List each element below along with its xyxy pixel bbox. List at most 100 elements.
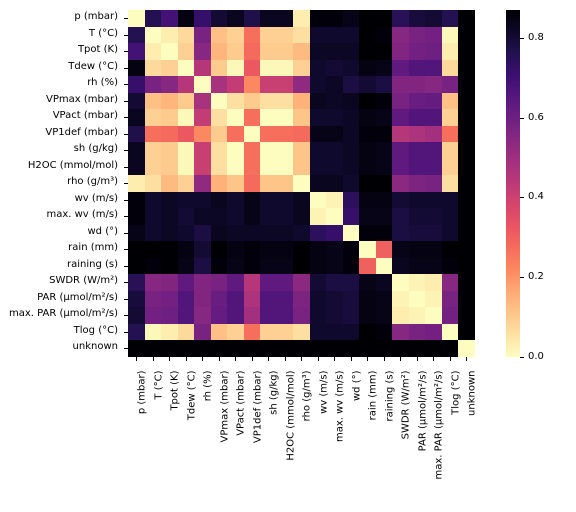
heatmap-cell [161, 241, 178, 258]
heatmap-cell [376, 225, 393, 242]
y-axis-label: rho (g/m³) [67, 176, 122, 187]
heatmap-cell [343, 60, 360, 77]
heatmap-cell [194, 60, 211, 77]
heatmap-cell [227, 208, 244, 225]
heatmap-cell [458, 27, 475, 44]
heatmap-cell [211, 291, 228, 308]
heatmap-cell [442, 274, 459, 291]
heatmap-cell [161, 60, 178, 77]
heatmap-cell [343, 10, 360, 27]
x-axis-label: unknown [467, 370, 478, 490]
heatmap-cell [260, 10, 277, 27]
heatmap-cell [326, 225, 343, 242]
heatmap-cell [227, 175, 244, 192]
heatmap-cell [277, 274, 294, 291]
heatmap-cell [343, 109, 360, 126]
heatmap-cell [211, 93, 228, 110]
heatmap-cell [161, 225, 178, 242]
heatmap-cell [194, 159, 211, 176]
heatmap-cell [244, 208, 261, 225]
heatmap-cell [458, 10, 475, 27]
x-axis-label: Tpot (K) [170, 370, 181, 490]
heatmap-cell [425, 10, 442, 27]
heatmap-cell [326, 109, 343, 126]
heatmap-cell [310, 208, 327, 225]
heatmap-cell [409, 27, 426, 44]
heatmap-cell [260, 159, 277, 176]
heatmap-cell [442, 225, 459, 242]
heatmap-cell [211, 192, 228, 209]
x-axis-label: max. PAR (µmol/m²/s) [434, 370, 445, 490]
heatmap-cell [293, 307, 310, 324]
heatmap-cell [145, 76, 162, 93]
heatmap-cell [425, 208, 442, 225]
heatmap-cell [293, 324, 310, 341]
heatmap-cell [145, 241, 162, 258]
heatmap-cell [277, 175, 294, 192]
heatmap-cell [376, 109, 393, 126]
heatmap-cell [128, 241, 145, 258]
heatmap-cell [194, 109, 211, 126]
heatmap-cell [277, 10, 294, 27]
heatmap-cell [260, 340, 277, 357]
heatmap-cell [293, 258, 310, 275]
heatmap-cell [343, 192, 360, 209]
heatmap-cell [392, 76, 409, 93]
heatmap-cell [178, 208, 195, 225]
x-axis-label: rh (%) [203, 370, 214, 490]
heatmap-cell [145, 324, 162, 341]
heatmap-cell [194, 76, 211, 93]
heatmap-cell [458, 109, 475, 126]
heatmap-cell [409, 43, 426, 60]
heatmap-cell [392, 274, 409, 291]
heatmap-cell [161, 109, 178, 126]
x-axis-label: Tlog (°C) [450, 370, 461, 490]
heatmap-cell [128, 192, 145, 209]
heatmap-cell [359, 340, 376, 357]
heatmap-cell [244, 10, 261, 27]
heatmap-cell [277, 27, 294, 44]
heatmap-cell [293, 291, 310, 308]
heatmap-cell [425, 274, 442, 291]
heatmap-cell [178, 159, 195, 176]
heatmap-cell [260, 291, 277, 308]
heatmap-cell [128, 208, 145, 225]
heatmap-cell [277, 192, 294, 209]
heatmap-cell [326, 175, 343, 192]
heatmap-cell [442, 241, 459, 258]
heatmap-cell [227, 27, 244, 44]
heatmap-cell [244, 109, 261, 126]
heatmap-cell [458, 307, 475, 324]
heatmap-cell [458, 208, 475, 225]
heatmap-cell [359, 27, 376, 44]
heatmap-cell [161, 10, 178, 27]
y-axis-label: max. PAR (µmol/m²/s) [9, 308, 122, 319]
heatmap-cell [343, 258, 360, 275]
heatmap-cell [227, 291, 244, 308]
heatmap-cell [359, 142, 376, 159]
heatmap-cell [343, 307, 360, 324]
heatmap-cell [178, 307, 195, 324]
heatmap-cell [392, 340, 409, 357]
heatmap-cell [310, 43, 327, 60]
x-axis-label: max. wv (m/s) [335, 370, 346, 490]
heatmap-cell [211, 225, 228, 242]
heatmap-cell [145, 126, 162, 143]
heatmap-cell [293, 126, 310, 143]
heatmap-cell [227, 43, 244, 60]
y-axis-label: T (°C) [89, 28, 122, 39]
heatmap-cell [326, 241, 343, 258]
heatmap-cell [376, 142, 393, 159]
heatmap-cell [178, 10, 195, 27]
heatmap-cell [359, 159, 376, 176]
heatmap-cell [194, 27, 211, 44]
heatmap-cell [409, 93, 426, 110]
heatmap-cell [376, 258, 393, 275]
heatmap-cell [293, 109, 310, 126]
heatmap-cell [359, 225, 376, 242]
heatmap-cell [376, 208, 393, 225]
heatmap-cell [293, 208, 310, 225]
heatmap-cell [442, 208, 459, 225]
x-axis-label: wv (m/s) [318, 370, 329, 490]
heatmap-cell [359, 60, 376, 77]
